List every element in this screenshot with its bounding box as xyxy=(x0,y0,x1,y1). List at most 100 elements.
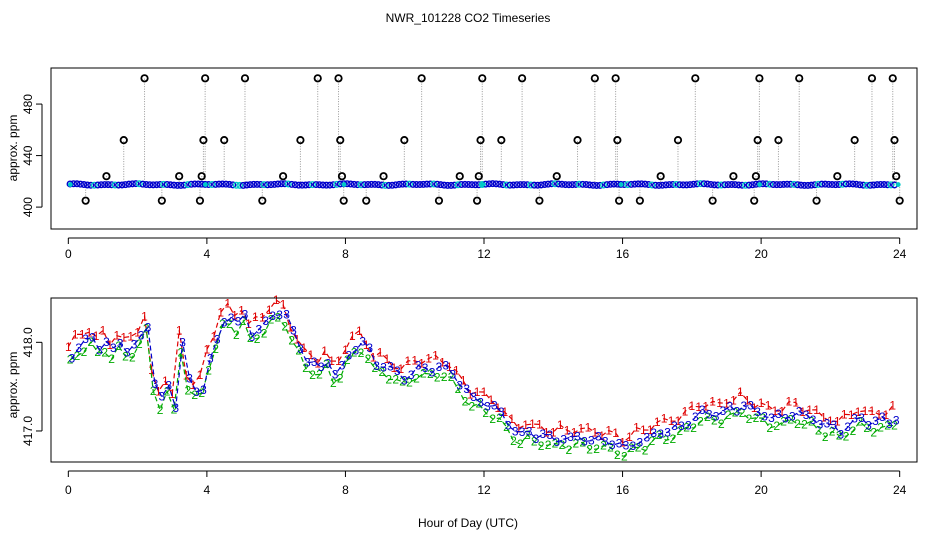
series-2-point: 2 xyxy=(399,375,406,389)
top-baseline-point xyxy=(437,181,445,189)
series-1-point: 1 xyxy=(342,343,349,357)
top-baseline-point xyxy=(485,180,493,188)
top-baseline-point xyxy=(790,180,798,188)
series-3-point: 3 xyxy=(463,382,470,396)
series-1-point: 1 xyxy=(792,395,799,409)
series-1-point: 1 xyxy=(72,327,79,341)
series-2-point: 2 xyxy=(302,361,309,375)
bottom-y-tick-label: 417.0 xyxy=(21,416,35,446)
series-1-point: 1 xyxy=(709,394,716,408)
top-baseline-point xyxy=(284,180,292,188)
series-3-point: 3 xyxy=(304,356,311,370)
series-2-point: 2 xyxy=(739,406,746,420)
series-2-point: 2 xyxy=(794,417,801,431)
series-2-point: 2 xyxy=(219,317,226,331)
top-baseline-point xyxy=(679,181,687,189)
series-3-point: 3 xyxy=(595,429,602,443)
top-baseline-point xyxy=(406,180,414,188)
top-baseline-point xyxy=(534,181,542,189)
top-spike-point xyxy=(535,196,544,205)
series-1-point: 1 xyxy=(224,296,231,310)
top-baseline-point xyxy=(575,180,583,188)
series-2-point: 2 xyxy=(378,365,385,379)
series-3-point: 3 xyxy=(311,355,318,369)
top-baseline-point xyxy=(305,181,313,189)
top-spike-point xyxy=(195,196,205,205)
top-baseline-point xyxy=(326,181,334,189)
series-1-point: 1 xyxy=(723,396,730,410)
series-1-point: 1 xyxy=(564,424,571,438)
series-3-point: 3 xyxy=(637,436,644,450)
top-baseline-point xyxy=(617,180,625,188)
series-1-point: 1 xyxy=(398,362,405,376)
series-1-point: 1 xyxy=(592,425,599,439)
series-1-point: 1 xyxy=(120,331,127,345)
top-spike-point xyxy=(258,196,267,205)
top-baseline-point xyxy=(250,180,258,188)
top-baseline-point xyxy=(627,180,635,188)
top-baseline-point xyxy=(478,181,486,189)
top-baseline-point xyxy=(374,181,382,189)
top-baseline-point xyxy=(554,180,562,188)
top-baseline-point xyxy=(496,180,504,188)
top-spike-point xyxy=(755,74,764,83)
series-1-line xyxy=(67,299,894,444)
series-2-point: 2 xyxy=(517,437,524,451)
top-baseline-point xyxy=(870,181,878,189)
top-baseline-point xyxy=(402,180,410,188)
series-3-point: 3 xyxy=(429,365,436,379)
series-3-point: 3 xyxy=(831,418,838,432)
top-spike-point xyxy=(850,136,859,145)
series-1-point: 1 xyxy=(425,352,432,366)
series-3-point: 3 xyxy=(803,408,810,422)
series-3-point: 3 xyxy=(886,417,893,431)
top-spike-point xyxy=(708,196,717,205)
series-1-point: 1 xyxy=(314,357,321,371)
top-baseline-point xyxy=(648,181,656,189)
top-spike-point xyxy=(478,74,487,83)
series-2-point: 2 xyxy=(74,349,81,363)
top-cyan-point xyxy=(341,182,347,187)
series-1-point: 1 xyxy=(231,309,238,323)
top-spike-point xyxy=(753,136,762,145)
series-1-point: 1 xyxy=(321,344,328,358)
series-3-point: 3 xyxy=(255,323,262,337)
series-3-point: 3 xyxy=(720,404,727,418)
series-1-point: 1 xyxy=(176,323,183,337)
top-baseline-point xyxy=(832,181,840,189)
series-2-point: 2 xyxy=(184,384,191,398)
series-3-point: 3 xyxy=(865,419,872,433)
top-baseline-point xyxy=(312,181,320,189)
series-3-point: 3 xyxy=(609,438,616,452)
top-spike-point xyxy=(590,74,599,83)
series-3-point: 3 xyxy=(152,377,159,391)
series-2-point: 2 xyxy=(787,413,794,427)
series-2-point: 2 xyxy=(441,370,448,384)
top-baseline-point xyxy=(544,180,552,188)
top-spike-point xyxy=(434,196,444,205)
top-baseline-point xyxy=(655,181,663,189)
top-baseline-point xyxy=(274,180,282,188)
series-1-point: 1 xyxy=(820,410,827,424)
top-spike-point xyxy=(833,172,842,181)
top-baseline-point xyxy=(641,180,649,188)
series-1-point: 1 xyxy=(467,387,474,401)
series-3-point: 3 xyxy=(415,359,422,373)
top-baseline-point xyxy=(167,181,175,189)
top-baseline-point xyxy=(309,181,317,189)
series-1-point: 1 xyxy=(217,305,224,319)
series-3-point: 3 xyxy=(574,429,581,443)
top-baseline-point xyxy=(537,181,545,189)
series-3-point: 3 xyxy=(747,399,754,413)
series-3-point: 3 xyxy=(179,335,186,349)
top-baseline-point xyxy=(506,181,514,189)
top-baseline-point xyxy=(360,181,368,189)
top-baseline-point xyxy=(83,181,91,189)
top-baseline-point xyxy=(76,180,84,188)
series-3-point: 3 xyxy=(408,368,415,382)
series-1-point: 1 xyxy=(536,417,543,431)
series-3-point: 3 xyxy=(394,364,401,378)
series-2-point: 2 xyxy=(330,376,337,390)
series-2-point: 2 xyxy=(455,382,462,396)
